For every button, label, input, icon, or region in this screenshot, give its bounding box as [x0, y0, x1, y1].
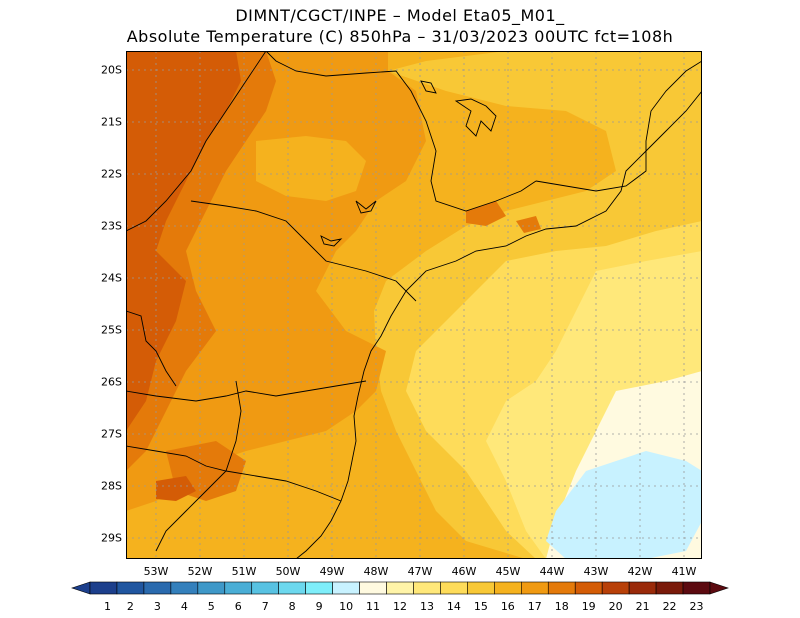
state-border-sp-mg: [265, 51, 537, 212]
boundaries: [126, 51, 702, 559]
lon-label: 45W: [495, 565, 521, 578]
lake-4: [320, 235, 343, 247]
colorbar-label: 14: [447, 600, 461, 613]
colorbar-label: 12: [393, 600, 407, 613]
field-t16-lobe: [256, 136, 366, 201]
lon-label: 48W: [363, 565, 389, 578]
colorbar-swatch: [413, 581, 441, 595]
colorbar-swatch: [359, 581, 387, 595]
colorbar-label: 2: [127, 600, 134, 613]
title-line-1: DIMNT/CGCT/INPE – Model Eta05_M01_: [235, 6, 565, 25]
colorbar-label: 19: [582, 600, 596, 613]
colorbar-label: 15: [474, 600, 488, 613]
colorbar-swatch: [89, 581, 118, 595]
colorbar-label: 11: [366, 600, 380, 613]
field-t19-sw: [156, 476, 196, 501]
colorbar-label: 17: [528, 600, 542, 613]
colorbar-swatch: [170, 581, 199, 595]
colorbar-label: 5: [208, 600, 215, 613]
lakes: [454, 98, 497, 137]
field-t10: [546, 451, 702, 559]
lon-label: 53W: [143, 565, 169, 578]
lat-label: 29S: [101, 531, 122, 545]
colorbar-swatch: [440, 581, 468, 595]
field-t19: [126, 51, 241, 431]
lake-3: [355, 200, 377, 214]
lat-label: 28S: [101, 479, 122, 493]
colorbar-swatch: [224, 581, 253, 595]
colorbar-label: 4: [181, 600, 188, 613]
map-frame: [126, 51, 702, 559]
colorbar-label: 18: [555, 600, 569, 613]
colorbar-label: 23: [690, 600, 704, 613]
lon-label: 51W: [231, 565, 257, 578]
lon-label: 47W: [407, 565, 433, 578]
field-t18-coast2: [516, 216, 541, 233]
colorbar-label: 8: [289, 600, 296, 613]
lon-label: 46W: [451, 565, 477, 578]
lat-label: 20S: [101, 63, 122, 77]
lat-label: 22S: [101, 167, 122, 181]
lat-label: 26S: [101, 375, 122, 389]
lat-label: 25S: [101, 323, 122, 337]
lat-label: 24S: [101, 271, 122, 285]
colorbar-swatch: [521, 581, 549, 595]
border-west: [126, 310, 177, 387]
lon-label: 41W: [671, 565, 697, 578]
colorbar: 1 2 3 4 5 6 7 8 9 10 11 12 13 14 15 16 17 18 19 20 21 22 23: [71, 581, 729, 613]
colorbar-label: 9: [316, 600, 323, 613]
graticule: [126, 51, 702, 559]
colorbar-swatch: [467, 581, 495, 595]
lat-label: 23S: [101, 219, 122, 233]
colorbar-swatch: [601, 581, 630, 595]
colorbar-label: 3: [154, 600, 161, 613]
colorbar-swatch: [116, 581, 145, 595]
colorbar-swatch: [547, 581, 576, 595]
state-border-pr-sc: [126, 380, 367, 402]
state-border-sp-pr: [190, 200, 417, 302]
colorbar-swatch: [332, 581, 360, 595]
border-west-2: [155, 380, 242, 552]
colorbar-label: 21: [636, 600, 650, 613]
lat-label: 27S: [101, 427, 122, 441]
lon-label: 50W: [275, 565, 301, 578]
state-border-mg-rj: [535, 60, 702, 192]
colorbar-label: 7: [262, 600, 269, 613]
colorbar-label: 1: [104, 600, 111, 613]
colorbar-swatch: [251, 581, 279, 595]
lon-label: 43W: [583, 565, 609, 578]
colorbar-arrow-high: [709, 581, 729, 595]
lon-label: 49W: [319, 565, 345, 578]
colorbar-swatch: [197, 581, 226, 595]
lake-2: [420, 80, 437, 94]
colorbar-label: 6: [235, 600, 242, 613]
colorbar-swatch: [574, 581, 603, 595]
state-border-ms-sp: [126, 51, 267, 232]
colorbar-swatch: [628, 581, 657, 595]
colorbar-label: 10: [339, 600, 353, 613]
field-t18-coast: [466, 201, 506, 226]
colorbar-swatch: [494, 581, 522, 595]
lon-label: 44W: [539, 565, 565, 578]
colorbar-swatch: [655, 581, 684, 595]
temperature-map: [126, 51, 702, 559]
colorbar-swatch: [143, 581, 172, 595]
lat-label: 21S: [101, 115, 122, 129]
colorbar-swatch: [682, 581, 711, 595]
lon-label: 52W: [187, 565, 213, 578]
title-line-2: Absolute Temperature (C) 850hPa – 31/03/…: [126, 27, 674, 46]
lon-label: 42W: [627, 565, 653, 578]
colorbar-label: 13: [420, 600, 434, 613]
colorbar-label: 16: [501, 600, 515, 613]
colorbar-swatch: [305, 581, 333, 595]
colorbar-label: 22: [663, 600, 677, 613]
colorbar-label: 20: [609, 600, 623, 613]
colorbar-arrow-low: [71, 581, 91, 595]
colorbar-swatch: [386, 581, 414, 595]
colorbar-swatch: [278, 581, 306, 595]
